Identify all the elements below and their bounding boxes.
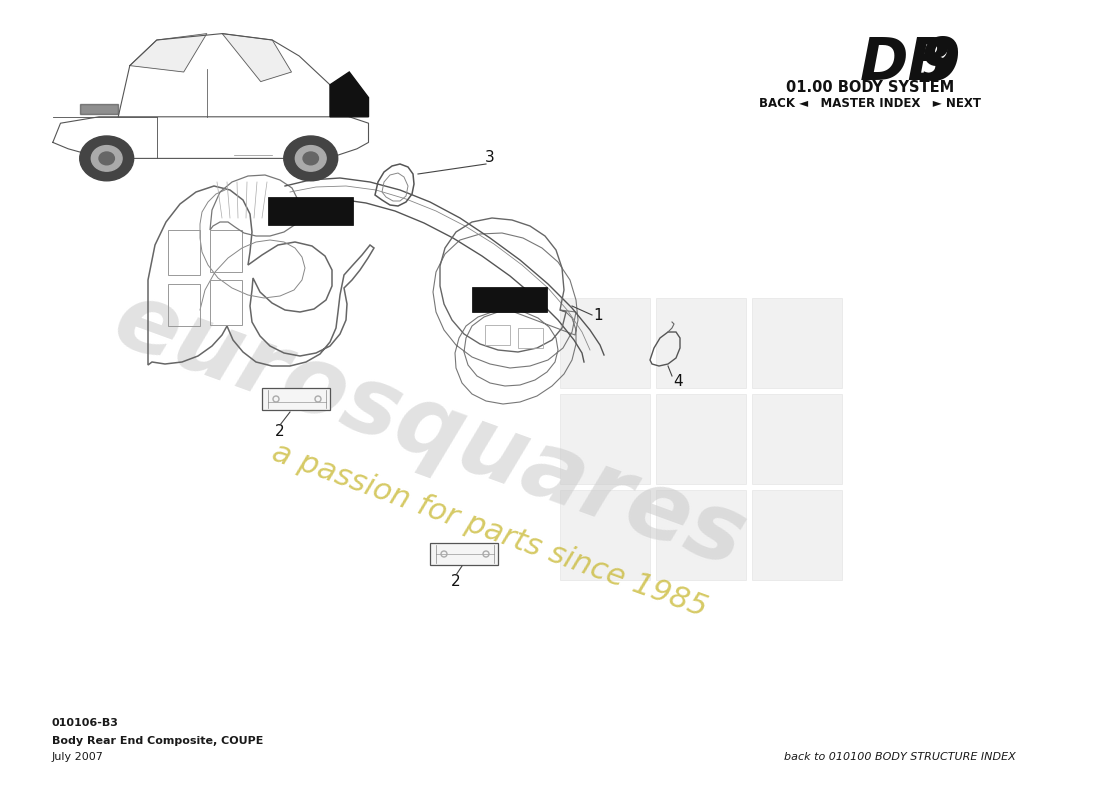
Text: 2: 2 — [451, 574, 461, 590]
Text: 9: 9 — [920, 35, 960, 92]
Bar — [752, 298, 842, 388]
Circle shape — [79, 136, 134, 181]
Bar — [656, 490, 746, 580]
Polygon shape — [222, 34, 292, 82]
Bar — [560, 394, 650, 484]
Text: 010106-B3: 010106-B3 — [52, 718, 119, 728]
Polygon shape — [330, 72, 369, 117]
Bar — [656, 394, 746, 484]
Text: DB: DB — [860, 35, 953, 92]
Text: eurosquares: eurosquares — [102, 273, 758, 587]
Text: July 2007: July 2007 — [52, 752, 103, 762]
Circle shape — [91, 146, 122, 171]
Polygon shape — [130, 34, 207, 72]
Bar — [752, 394, 842, 484]
Text: 3: 3 — [485, 150, 495, 166]
Bar — [560, 490, 650, 580]
Bar — [268, 197, 353, 225]
Bar — [560, 298, 650, 388]
Text: Body Rear End Composite, COUPE: Body Rear End Composite, COUPE — [52, 736, 263, 746]
Bar — [752, 490, 842, 580]
Text: BACK ◄   MASTER INDEX   ► NEXT: BACK ◄ MASTER INDEX ► NEXT — [759, 97, 981, 110]
Bar — [262, 388, 330, 410]
Circle shape — [99, 152, 114, 165]
Circle shape — [284, 136, 338, 181]
Text: a passion for parts since 1985: a passion for parts since 1985 — [268, 438, 712, 622]
Text: back to 010100 BODY STRUCTURE INDEX: back to 010100 BODY STRUCTURE INDEX — [784, 752, 1016, 762]
Bar — [472, 287, 547, 312]
Circle shape — [304, 152, 319, 165]
Circle shape — [295, 146, 326, 171]
Text: 1: 1 — [593, 307, 603, 322]
Text: 01.00 BODY SYSTEM: 01.00 BODY SYSTEM — [785, 80, 954, 95]
Text: 2: 2 — [275, 425, 285, 439]
Bar — [656, 298, 746, 388]
Text: 4: 4 — [673, 374, 683, 390]
Bar — [430, 543, 498, 565]
Polygon shape — [79, 104, 119, 114]
